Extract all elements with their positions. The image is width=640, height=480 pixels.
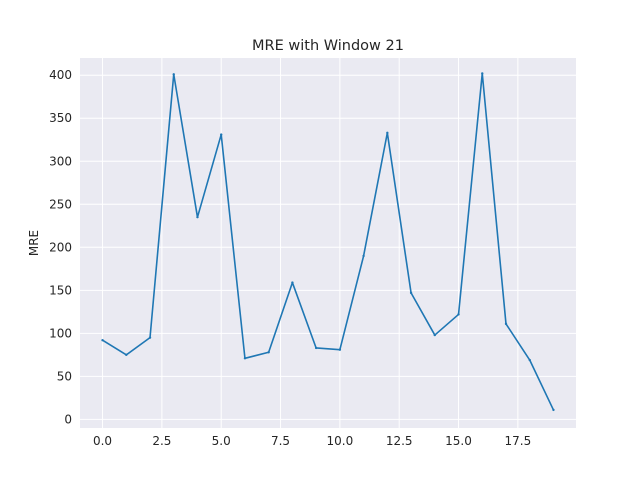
x-tick-label: 0.0: [93, 434, 112, 448]
x-tick-label: 5.0: [212, 434, 231, 448]
x-tick-label: 7.5: [271, 434, 290, 448]
data-point: [196, 215, 199, 219]
x-gridlines: [102, 58, 519, 428]
data-point: [552, 408, 555, 412]
data-point: [338, 348, 342, 351]
x-tick-label: 10.0: [327, 434, 354, 448]
data-point: [220, 133, 223, 136]
y-tick-label: 0: [64, 412, 72, 426]
y-axis-label: MRE: [27, 230, 41, 256]
data-point: [528, 358, 531, 362]
data-point: [243, 357, 247, 360]
data-point: [125, 353, 128, 357]
y-tick-label: 50: [57, 369, 72, 383]
data-point: [314, 346, 318, 350]
y-tick-label: 350: [49, 111, 72, 125]
x-tick-label: 15.0: [445, 434, 472, 448]
y-tick-label: 200: [49, 240, 72, 254]
data-point: [481, 72, 484, 75]
x-axis-ticks: 0.0 2.5 5.0 7.5 10.0 12.5 15.0 17.5: [93, 434, 531, 448]
series-layer: [101, 72, 555, 412]
data-point: [291, 281, 294, 284]
data-point: [172, 73, 175, 76]
y-tick-label: 150: [49, 283, 72, 297]
y-tick-label: 250: [49, 197, 72, 211]
data-point: [267, 351, 270, 354]
data-point: [148, 336, 152, 339]
data-point: [504, 322, 508, 326]
data-point: [386, 131, 389, 135]
data-point: [433, 333, 436, 337]
y-tick-label: 400: [49, 68, 72, 82]
plot-area: [80, 58, 576, 428]
data-point: [101, 339, 104, 342]
data-point: [362, 254, 365, 258]
x-tick-label: 12.5: [386, 434, 413, 448]
y-tick-label: 100: [49, 326, 72, 340]
data-point: [409, 291, 413, 295]
series-line: [102, 72, 555, 411]
x-tick-label: 17.5: [504, 434, 531, 448]
x-tick-label: 2.5: [152, 434, 171, 448]
y-tick-label: 300: [49, 154, 72, 168]
y-axis-ticks: 0 50 100 150 200 250 300 350 400: [49, 68, 72, 426]
data-point: [457, 313, 460, 316]
chart-title: MRE with Window 21: [252, 38, 404, 54]
